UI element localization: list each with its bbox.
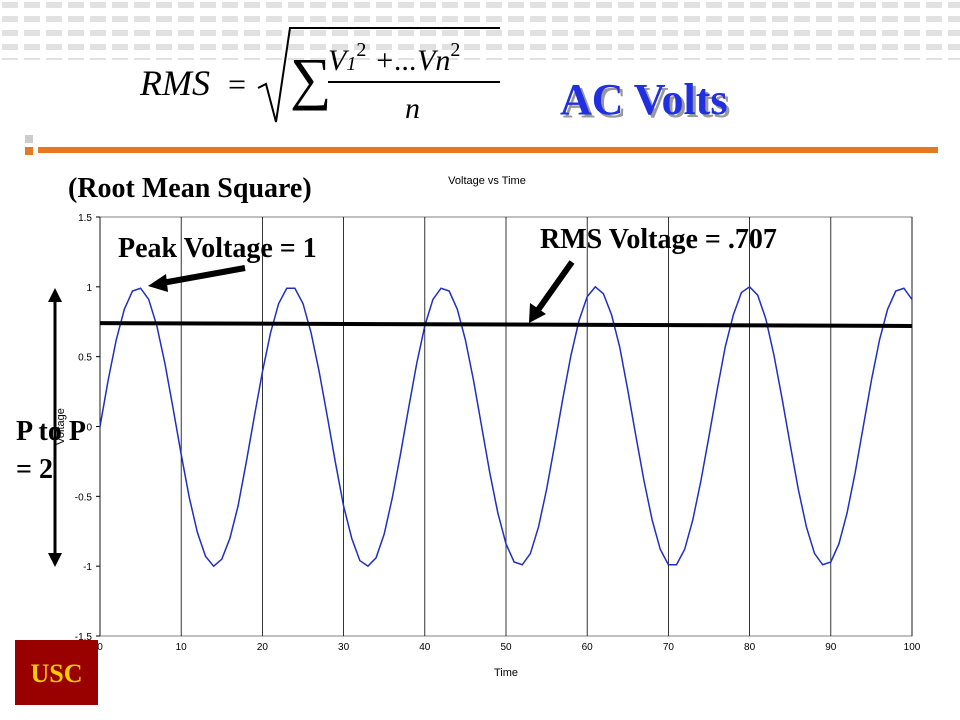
formula-v1: V	[328, 44, 350, 77]
formula-numerator: V12 +...Vn2	[328, 39, 460, 77]
header-decoration	[0, 0, 960, 60]
peak-label: Peak Voltage = 1	[118, 233, 317, 264]
x-tick-label: 10	[176, 642, 188, 653]
series-line	[99, 321, 913, 328]
chart: 0 10 20 30 40 50 60 70 80 90 100 -1.5 -1 -0.5 0 0.5 1 1.5…	[55, 175, 921, 679]
y-tick-label: -1.5	[75, 632, 93, 643]
p2p-label: = 2	[16, 454, 53, 485]
arrow	[161, 265, 246, 286]
header-rule	[38, 147, 938, 153]
x-tick-label: 80	[744, 642, 756, 653]
y-axis-label: Voltage	[55, 408, 67, 445]
x-tick-label: 40	[419, 642, 431, 653]
corner-square	[25, 147, 33, 155]
formula-sub1: 1	[346, 53, 356, 75]
chart-title: Voltage vs Time	[448, 175, 526, 187]
y-tick-label: 0.5	[78, 353, 92, 364]
slide-title: AC Volts	[560, 75, 728, 124]
y-tick-label: -0.5	[75, 492, 93, 503]
corner-square	[25, 135, 33, 143]
y-tick-label: 0	[86, 423, 92, 434]
p2p-label: P to P	[16, 416, 86, 447]
logo: USC	[30, 659, 82, 688]
y-tick-label: 1.5	[78, 213, 92, 224]
slide-title-shadow: AC Volts	[563, 78, 731, 127]
rms-label: RMS Voltage = .707	[540, 224, 777, 255]
y-tick-label: -1	[83, 562, 92, 573]
x-tick-label: 30	[338, 642, 350, 653]
formula-equals: =	[228, 66, 246, 102]
subtitle: (Root Mean Square)	[68, 173, 312, 204]
arrowhead	[148, 274, 168, 292]
arrowhead	[48, 553, 62, 567]
x-tick-label: 100	[904, 642, 921, 653]
logo-box	[15, 640, 98, 705]
radical	[257, 27, 500, 123]
x-tick-label: 70	[663, 642, 675, 653]
formula-mid: +...Vn	[374, 44, 450, 77]
arrowhead	[529, 303, 546, 323]
x-axis-label: Time	[494, 667, 518, 679]
x-tick-label: 90	[825, 642, 837, 653]
arrow	[535, 260, 575, 312]
formula-sq1: 2	[356, 39, 366, 61]
formula-lhs: RMS	[139, 63, 210, 103]
arrowhead	[48, 288, 62, 302]
y-tick-label: 1	[86, 283, 92, 294]
formula-denominator: n	[405, 92, 420, 125]
x-tick-label: 50	[500, 642, 512, 653]
x-tick-label: 20	[257, 642, 269, 653]
series-line	[99, 285, 913, 568]
x-tick-label: 0	[97, 642, 103, 653]
formula-sum: ∑	[290, 46, 331, 111]
x-tick-label: 60	[582, 642, 594, 653]
formula-sq2: 2	[450, 39, 460, 61]
